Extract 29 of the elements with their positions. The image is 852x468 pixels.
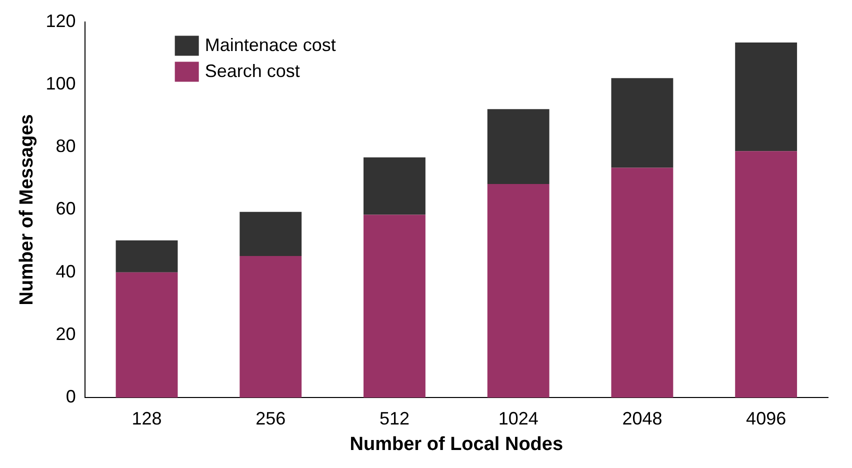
bar: [116, 272, 178, 398]
y-tick-label: 20: [56, 324, 76, 344]
bar: [364, 214, 426, 398]
bar: [611, 168, 674, 398]
bar: [611, 78, 674, 168]
bar: [487, 184, 550, 398]
y-tick-label: 60: [56, 198, 76, 219]
bar: [487, 109, 550, 184]
x-tick-label: 1024: [498, 408, 538, 428]
bar: [735, 42, 798, 152]
bar: [240, 212, 302, 256]
x-tick-label: 256: [256, 408, 286, 428]
y-tick-label: 120: [46, 10, 76, 31]
x-tick-label: 4096: [746, 408, 786, 428]
y-axis-title: Number of Messages: [16, 114, 38, 306]
y-tick-label: 100: [46, 73, 76, 94]
bar: [116, 240, 178, 272]
legend-label: Maintenace cost: [204, 34, 336, 55]
x-axis-title: Number of Local Nodes: [350, 434, 564, 455]
bar: [240, 256, 302, 398]
x-tick-label: 512: [379, 408, 410, 428]
x-tick-label: 2048: [622, 408, 662, 428]
x-tick-label: 128: [132, 408, 162, 428]
y-tick-label: 80: [56, 136, 76, 156]
bar: [735, 151, 798, 398]
legend-label: Search cost: [204, 60, 300, 81]
y-tick-label: 0: [66, 386, 76, 407]
bar: [364, 157, 426, 215]
y-tick-label: 40: [56, 261, 76, 282]
